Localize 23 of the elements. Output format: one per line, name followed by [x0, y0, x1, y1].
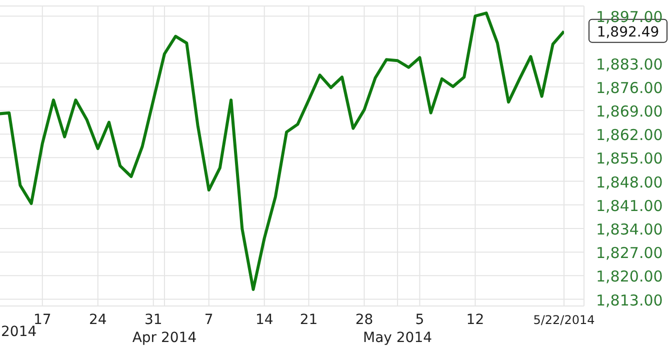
y-tick-label: 1,883.00 — [596, 55, 663, 74]
x-tick-label: 14 — [255, 312, 274, 328]
x-tick-label: 5 — [415, 312, 424, 328]
y-tick-label: 1,834.00 — [596, 220, 663, 238]
x-tick-label: 24 — [88, 312, 107, 328]
x-tick-label: May 2014 — [363, 330, 432, 346]
x-tick-label: 28 — [355, 312, 374, 328]
x-tick-label: Apr 2014 — [132, 330, 197, 346]
y-tick-label: 1,869.00 — [596, 102, 663, 120]
x-tick-label: 7 — [204, 312, 214, 328]
y-tick-label: 1,862.00 — [596, 126, 663, 144]
x-tick-label: 5/22/2014 — [533, 313, 595, 327]
x-tick-label: 21 — [300, 312, 318, 328]
y-tick-label: 1,876.00 — [596, 78, 663, 97]
y-tick-label: 1,841.00 — [596, 196, 663, 215]
x-tick-label: 12 — [466, 312, 484, 328]
y-tick-label: 1,855.00 — [596, 150, 663, 168]
y-tick-label: 1,827.00 — [596, 244, 663, 262]
y-tick-label: 1,813.00 — [596, 291, 663, 310]
x-tick-label: 31 — [144, 312, 162, 328]
y-tick-label: 1,820.00 — [596, 268, 663, 286]
y-tick-label: 1,848.00 — [596, 173, 663, 192]
annotation: 1,892.49 — [596, 24, 660, 40]
